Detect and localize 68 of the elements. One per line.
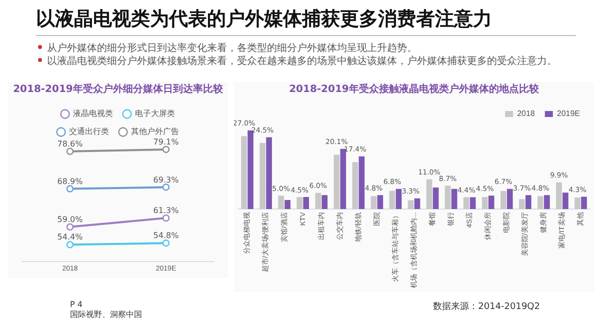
- text: 从户外媒体的细分形式日到达率变化来看，各类型的细分户外媒体均呈现上升趋势。: [46, 42, 418, 55]
- chart-title: 2018-2019年受众户外细分媒体日到达率比较: [12, 82, 224, 96]
- bar: [482, 196, 488, 210]
- bar: [408, 200, 414, 210]
- bar: [544, 195, 550, 210]
- bar: [500, 191, 506, 210]
- text: 国际视野、洞察中国: [70, 310, 142, 320]
- bar: [396, 188, 402, 210]
- bar: [426, 179, 432, 210]
- bar: [525, 195, 532, 210]
- bar: [334, 154, 340, 210]
- text: 以液晶电视类为代表的户外媒体捕获更多消费者注意力: [36, 6, 576, 36]
- legend-label: 电子大屏类: [135, 109, 175, 118]
- bar: [562, 192, 568, 210]
- bar: [340, 148, 346, 210]
- bar: [506, 188, 513, 210]
- point: [162, 184, 170, 191]
- data-label: 68.9%: [57, 176, 84, 186]
- point: [162, 146, 170, 154]
- bar: [463, 197, 470, 210]
- bar: [581, 196, 587, 210]
- data-label: 54.8%: [153, 231, 180, 240]
- bar: [296, 196, 303, 210]
- data-label: 78.6%: [57, 139, 84, 148]
- bar: [260, 142, 266, 210]
- legend-label: 其他户外广告: [131, 127, 179, 136]
- bar: [278, 196, 284, 210]
- legend-label: 2018: [517, 109, 536, 118]
- bar: [556, 182, 562, 210]
- bar: [248, 130, 254, 210]
- point: [162, 240, 170, 247]
- text: P 4: [70, 300, 84, 310]
- chart-title: 2018-2019年受众接触液晶电视类户外媒体的地点比较: [288, 82, 540, 96]
- bar: [241, 136, 247, 210]
- data-label: 61.3%: [153, 206, 180, 216]
- bar: [488, 196, 494, 210]
- bar: [444, 186, 451, 210]
- bar: [519, 199, 525, 210]
- bar: [266, 137, 272, 210]
- bar: [451, 188, 458, 210]
- point: [162, 214, 170, 222]
- legend-label: 液晶电视类: [73, 109, 113, 118]
- text: 以液晶电视类细分户外媒体接触场景来看，受众在越来越多的场景中触达该媒体，户外媒体捕获更多的受众注意力。: [46, 55, 558, 68]
- source-note: 数据来源：2014-2019Q2: [433, 300, 540, 313]
- bar: [284, 200, 290, 210]
- data-label: 54.4%: [57, 232, 84, 242]
- data-label: 59.0%: [57, 215, 84, 224]
- bar: [370, 196, 377, 210]
- legend-label: 2019E: [556, 109, 580, 118]
- legend-label: 交通出行类: [69, 127, 109, 136]
- bar: [322, 195, 328, 210]
- bar: [377, 195, 384, 210]
- bar: [538, 196, 544, 210]
- bar: [389, 190, 396, 210]
- bar: [414, 198, 420, 210]
- point: [66, 185, 74, 192]
- bar: [358, 156, 365, 210]
- data-label: 69.3%: [153, 175, 180, 184]
- bar: [432, 188, 439, 210]
- bar: [315, 192, 322, 210]
- data-label: 79.1%: [153, 138, 180, 147]
- point: [66, 241, 74, 248]
- point: [66, 148, 74, 155]
- bar: [574, 198, 580, 210]
- bar: [352, 162, 358, 210]
- point: [66, 223, 74, 231]
- bar: [470, 197, 476, 210]
- bar: [303, 196, 309, 210]
